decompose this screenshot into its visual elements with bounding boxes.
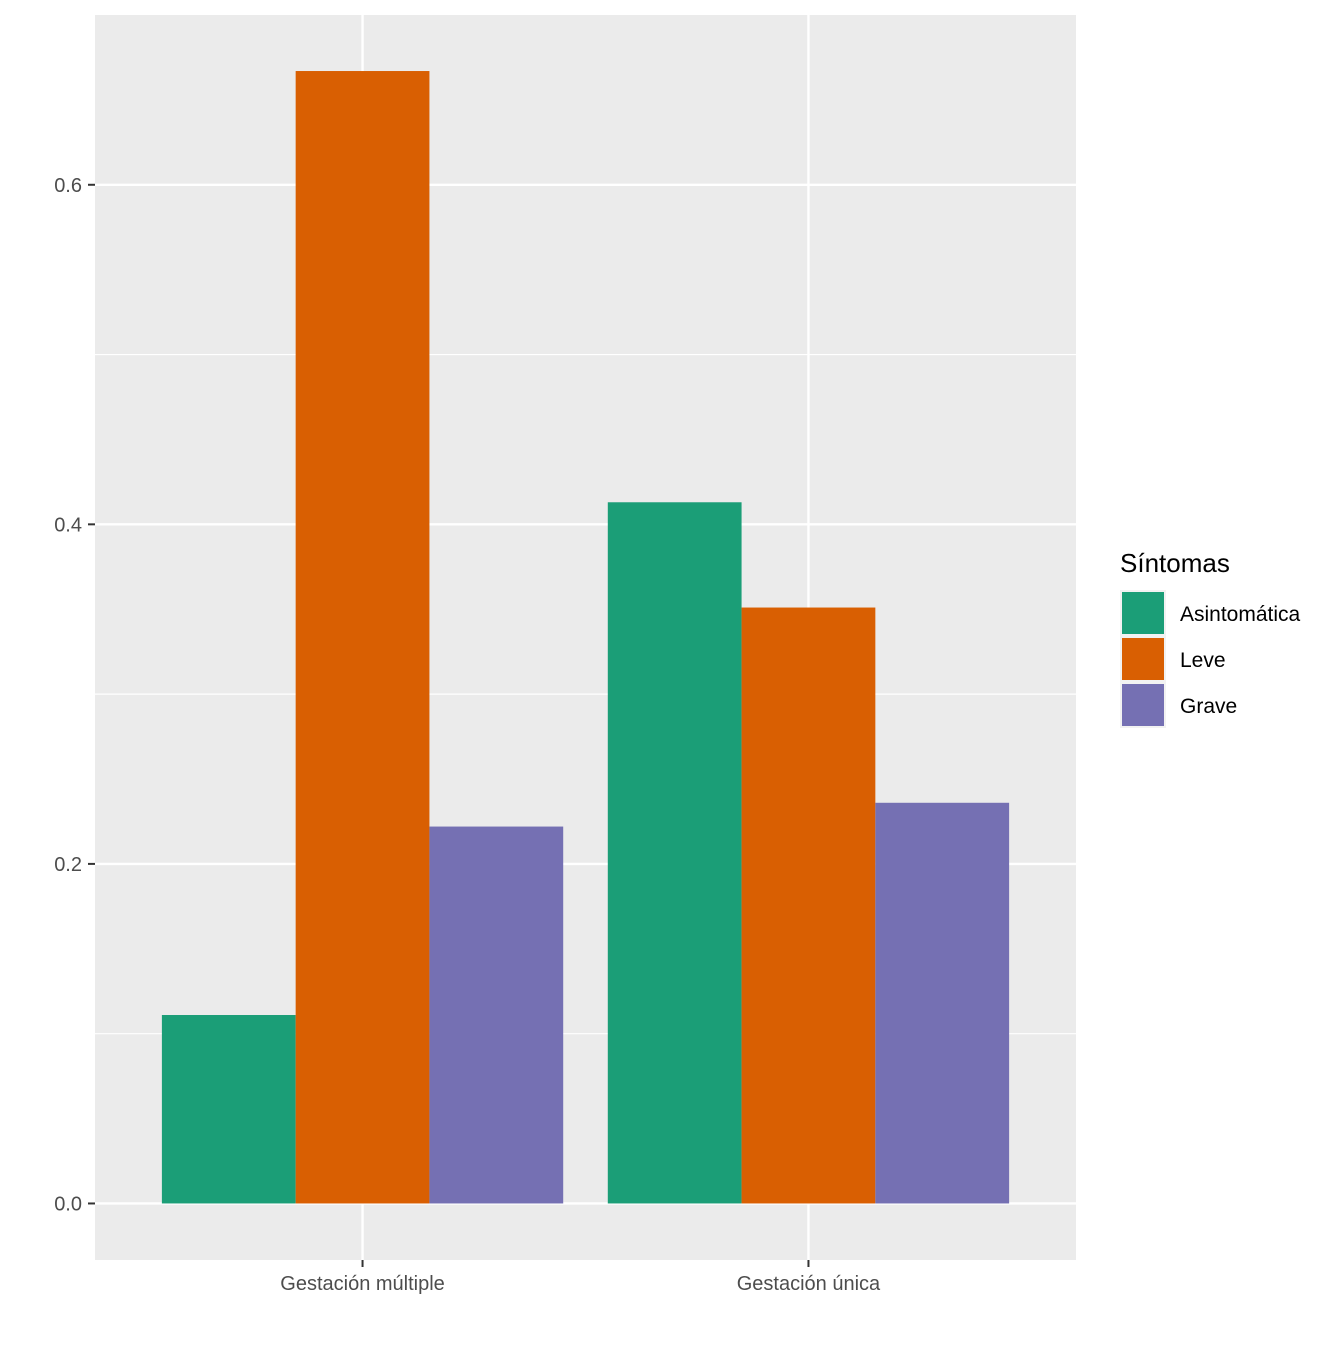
legend-label: Leve <box>1180 649 1226 672</box>
x-tick-label: Gestación única <box>737 1273 881 1295</box>
y-tick-label: 0.6 <box>54 175 82 197</box>
bar <box>607 502 742 1204</box>
x-tick-label: Gestación múltiple <box>280 1273 445 1295</box>
bar <box>429 826 564 1204</box>
legend-title: Síntomas <box>1120 548 1230 578</box>
legend: Síntomas Asintomática Leve Grave <box>1120 548 1301 728</box>
bar <box>295 71 430 1204</box>
bar <box>161 1015 296 1204</box>
legend-key <box>1122 638 1164 680</box>
bar <box>875 802 1010 1204</box>
legend-label: Grave <box>1180 695 1237 718</box>
legend-key <box>1122 592 1164 634</box>
y-tick-label: 0.4 <box>54 514 82 536</box>
legend-label: Asintomática <box>1180 603 1301 626</box>
y-axis: 0.0 0.2 0.4 0.6 <box>54 175 95 1215</box>
x-axis: Gestación múltiple Gestación única <box>280 1260 881 1295</box>
y-tick-label: 0.0 <box>54 1193 82 1215</box>
y-tick-label: 0.2 <box>54 854 82 876</box>
bars-group <box>161 71 1010 1204</box>
legend-key <box>1122 684 1164 726</box>
bar <box>741 607 876 1204</box>
